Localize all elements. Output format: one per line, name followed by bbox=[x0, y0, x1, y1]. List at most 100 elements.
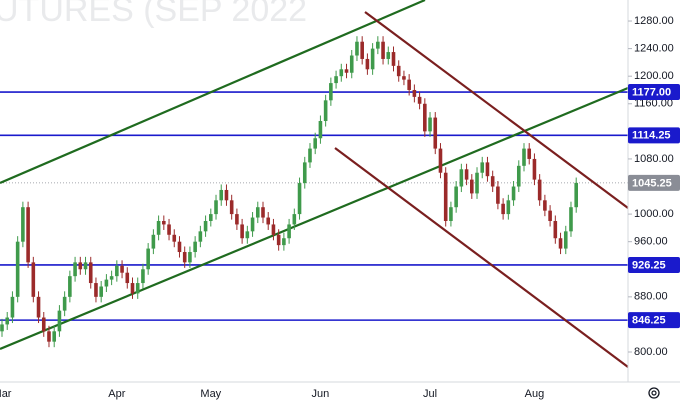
candle-body bbox=[177, 241, 182, 253]
candle-body bbox=[209, 214, 213, 221]
candle-body bbox=[21, 207, 25, 242]
candle-body bbox=[266, 217, 271, 225]
level-badge bbox=[628, 312, 680, 329]
last-price-badge bbox=[628, 174, 680, 191]
candle-body bbox=[276, 234, 281, 246]
y-tick-label: 880.00 bbox=[634, 291, 668, 303]
candle-body bbox=[511, 186, 516, 201]
candle-body bbox=[120, 265, 124, 273]
candle-body bbox=[5, 317, 10, 325]
candle-body bbox=[193, 241, 197, 253]
x-tick-label: May bbox=[200, 388, 221, 400]
trend-line bbox=[0, 0, 426, 185]
candle-body bbox=[396, 65, 401, 77]
level-label: 1177.00 bbox=[632, 86, 671, 98]
candle-body bbox=[172, 234, 177, 242]
candle-body bbox=[313, 138, 317, 149]
candle-body bbox=[449, 207, 453, 221]
y-tick-label: 1280.00 bbox=[634, 15, 674, 27]
candle-body bbox=[130, 283, 135, 294]
candle-body bbox=[522, 148, 526, 166]
candle-body bbox=[558, 238, 563, 249]
candle-body bbox=[386, 52, 391, 59]
candle-body bbox=[553, 220, 558, 239]
candle-body bbox=[365, 58, 370, 70]
candle-body bbox=[402, 76, 406, 80]
candle-body bbox=[496, 186, 500, 204]
candle-body bbox=[376, 41, 380, 49]
candles bbox=[0, 36, 578, 348]
candle-body bbox=[125, 272, 130, 284]
candle-body bbox=[167, 224, 171, 235]
level-label: 926.25 bbox=[632, 259, 666, 271]
candle-body bbox=[370, 48, 375, 70]
candle-body bbox=[57, 310, 62, 332]
candle-body bbox=[255, 207, 260, 218]
candle-body bbox=[31, 262, 36, 297]
candle-body bbox=[423, 103, 427, 132]
candle-body bbox=[355, 41, 359, 56]
candle-body bbox=[516, 165, 521, 187]
candle-body bbox=[360, 41, 364, 59]
candle-body bbox=[506, 200, 511, 215]
y-tick-label: 1160.00 bbox=[634, 98, 673, 110]
candle-body bbox=[323, 100, 328, 122]
candle-body bbox=[94, 283, 98, 297]
x-tick-label: Jun bbox=[312, 388, 330, 400]
gear-hub[interactable] bbox=[651, 390, 657, 396]
candle-body bbox=[156, 220, 161, 235]
candle-body bbox=[433, 117, 438, 149]
candle-body bbox=[52, 331, 56, 342]
candle-body bbox=[88, 262, 93, 284]
candle-body bbox=[527, 148, 532, 159]
candle-body bbox=[115, 265, 119, 277]
candle-body bbox=[292, 214, 297, 225]
candle-body bbox=[240, 224, 244, 239]
candle-body bbox=[480, 162, 485, 173]
candle-body bbox=[261, 207, 265, 218]
candle-body bbox=[454, 186, 458, 208]
candle-body bbox=[219, 189, 224, 201]
y-tick-label: 1080.00 bbox=[634, 153, 674, 165]
candle-body bbox=[532, 158, 537, 180]
candle-body bbox=[339, 69, 344, 77]
candle-body bbox=[182, 252, 187, 263]
x-tick-label: Apr bbox=[108, 388, 125, 400]
candle-body bbox=[245, 231, 250, 239]
candle-body bbox=[548, 210, 552, 221]
candle-body bbox=[428, 117, 432, 132]
candle-body bbox=[417, 96, 422, 104]
candle-body bbox=[146, 248, 150, 270]
candle-body bbox=[537, 179, 542, 201]
candle-body bbox=[68, 276, 72, 297]
candle-body bbox=[485, 162, 490, 177]
candle-body bbox=[490, 176, 495, 187]
candle-body bbox=[62, 296, 67, 311]
trend-line bbox=[334, 147, 629, 368]
watermark: UTURES (SEP 2022 bbox=[0, 0, 307, 29]
candle-body bbox=[78, 262, 83, 270]
candle-body bbox=[344, 69, 349, 73]
candle-body bbox=[470, 179, 474, 194]
trend-lines bbox=[0, 0, 629, 368]
gear[interactable] bbox=[648, 387, 660, 399]
candle-body bbox=[308, 148, 312, 163]
candle-body bbox=[26, 207, 30, 263]
settings-icon[interactable] bbox=[648, 387, 660, 399]
candle-body bbox=[569, 207, 573, 232]
candle-body bbox=[297, 183, 302, 215]
candle-body bbox=[391, 52, 396, 66]
candle-body bbox=[47, 331, 51, 342]
y-tick-label: 1200.00 bbox=[634, 70, 674, 82]
x-tick-label: Mar bbox=[0, 388, 12, 400]
candle-body bbox=[73, 262, 77, 277]
last-price-label: 1045.25 bbox=[632, 177, 672, 189]
candle-body bbox=[214, 200, 218, 215]
candle-body bbox=[464, 169, 469, 180]
x-tick-label: Aug bbox=[525, 388, 545, 400]
level-label: 1114.25 bbox=[632, 130, 671, 142]
candle-body bbox=[459, 169, 464, 187]
candle-body bbox=[203, 220, 208, 232]
candle-body bbox=[224, 189, 229, 201]
